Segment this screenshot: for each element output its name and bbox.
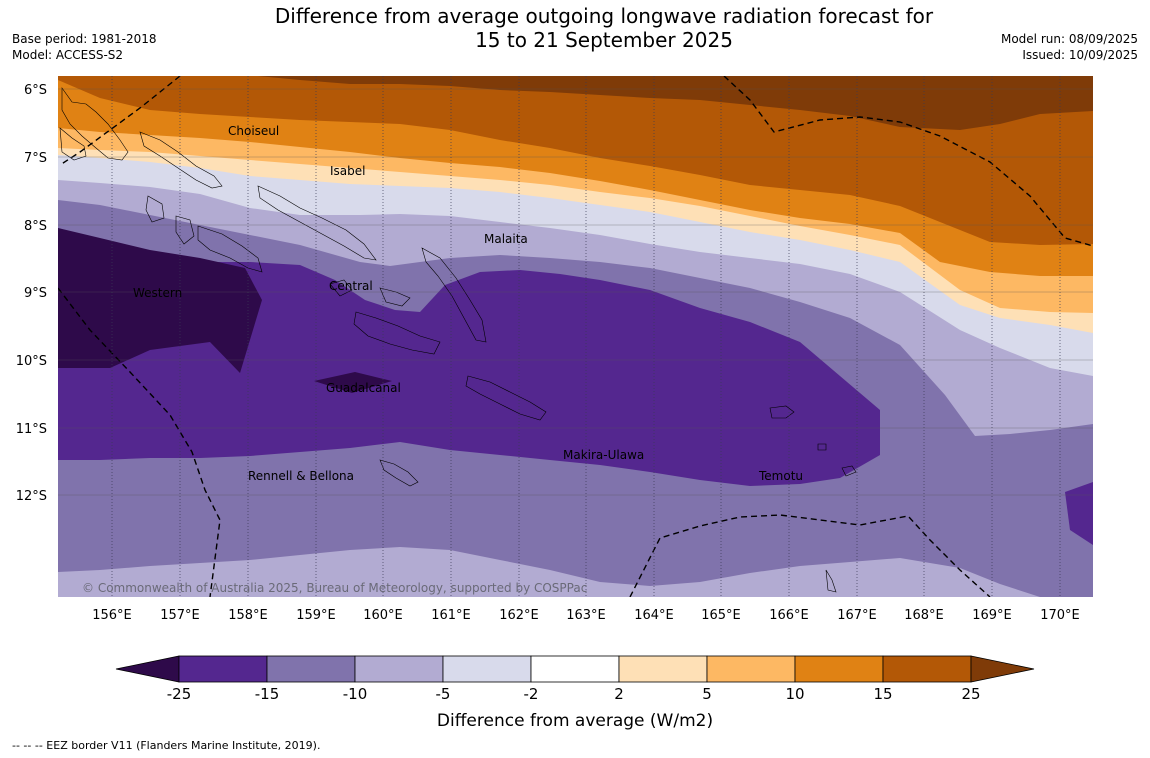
region-labels: Choiseul Isabel Malaita Western Central … [133,124,803,483]
band-below-minus25 [58,228,262,373]
colorbar-tick-label: -2 [524,685,539,703]
colorbar-tick-label: -10 [343,685,368,703]
title-line-2: 15 to 21 September 2025 [475,28,733,52]
colorbar-segment [442,655,532,683]
colorbar-extend-low [115,655,180,683]
colorbar-tick-label: -25 [167,685,192,703]
copyright-notice: © Commonwealth of Australia 2025, Bureau… [82,581,587,595]
region-label-malaita: Malaita [484,232,528,246]
region-label-guadalcanal: Guadalcanal [326,381,401,395]
band-15-to-25 [58,76,1093,245]
lat-label: 10°S [16,354,47,369]
lon-label: 169°E [972,608,1012,623]
colorbar-segment [618,655,708,683]
colorbar-tick-label: 2 [614,685,624,703]
colorbar-segment [266,655,356,683]
coastlines [59,87,857,593]
lon-label: 167°E [837,608,877,623]
colorbar-tick-label: -5 [436,685,451,703]
lon-label: 162°E [499,608,539,623]
lon-label: 158°E [228,608,268,623]
lon-label: 165°E [701,608,741,623]
issued-date: Issued: 10/09/2025 [1022,48,1138,62]
lon-label: 157°E [160,608,200,623]
lon-label: 156°E [92,608,132,623]
colorbar-segment [794,655,884,683]
region-label-makira-ulawa: Makira-Ulawa [563,448,644,462]
lon-label: 164°E [634,608,674,623]
band-above-25 [258,76,1093,130]
lat-label: 7°S [24,151,47,166]
meta-right: Model run: 08/09/2025 Issued: 10/09/2025 [1001,31,1138,63]
region-label-central: Central [329,279,373,293]
lat-label: 8°S [24,219,47,234]
colorbar-tick-label: 10 [785,685,804,703]
colorbar-tick-label: 5 [702,685,712,703]
colorbar-tick-label: -15 [255,685,280,703]
colorbar-segment [706,655,796,683]
region-label-isabel: Isabel [330,164,365,178]
band-minus25-to-minus15 [58,228,880,486]
lon-label: 160°E [363,608,403,623]
region-label-choiseul: Choiseul [228,124,279,138]
lon-label: 168°E [904,608,944,623]
colorbar-label: Difference from average (W/m2) [437,711,713,731]
colorbar-segment [530,655,620,683]
colorbar-segment [882,655,972,683]
region-label-temotu: Temotu [758,469,803,483]
model-name: Model: ACCESS-S2 [12,48,124,62]
meta-left: Base period: 1981-2018 Model: ACCESS-S2 [12,31,157,63]
colorbar-tick-label: 25 [961,685,980,703]
longitude-axis-labels: 156°E 157°E 158°E 159°E 160°E 161°E 162°… [92,608,1080,623]
colorbar-segment [354,655,444,683]
colorbar-segment [178,655,268,683]
region-label-rennell-bellona: Rennell & Bellona [248,469,354,483]
model-run: Model run: 08/09/2025 [1000,32,1138,46]
band-below-minus25-small [314,372,392,393]
lon-label: 159°E [296,608,336,623]
band-minus25-to-minus15-east [1065,482,1093,545]
lat-label: 6°S [24,83,47,98]
lon-label: 170°E [1040,608,1080,623]
colorbar-extend-high [970,655,1035,683]
colorbar: -25 -15 -10 -5 -2 2 5 10 15 25 [115,655,1035,703]
contour-field [58,76,1093,597]
lon-label: 161°E [431,608,471,623]
region-label-western: Western [133,286,182,300]
map-title: Difference from average outgoing longwav… [0,4,1150,52]
base-period: Base period: 1981-2018 [12,32,157,46]
lon-label: 163°E [566,608,606,623]
latitude-axis-labels: 6°S 7°S 8°S 9°S 10°S 11°S 12°S [16,83,47,504]
eez-borders [58,76,1093,597]
lat-label: 11°S [16,422,47,437]
eez-footnote: -- -- -- EEZ border V11 (Flanders Marine… [12,739,321,752]
lon-label: 166°E [769,608,809,623]
latitude-lines [58,88,1093,496]
lat-label: 12°S [16,489,47,504]
title-line-1: Difference from average outgoing longwav… [274,4,934,28]
colorbar-tick-label: 15 [873,685,892,703]
lat-label: 9°S [24,286,47,301]
